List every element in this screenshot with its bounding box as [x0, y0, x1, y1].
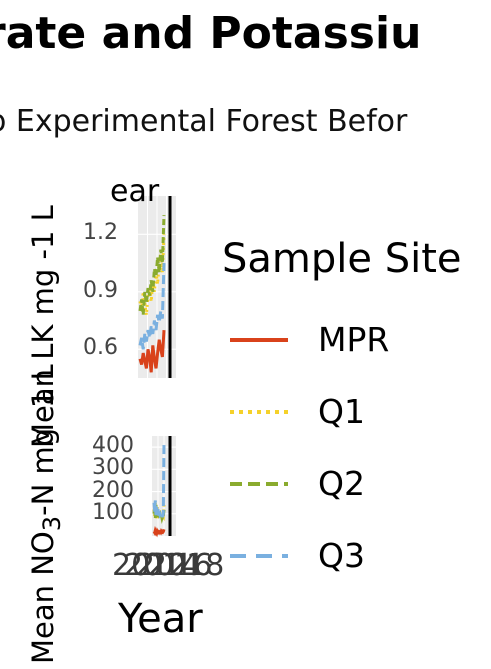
series-line-q3 — [152, 442, 166, 520]
y-tick-label: 200 — [92, 477, 134, 503]
y-axis-title-bottom: Mean NO3-N mg -1 L — [26, 364, 66, 664]
x-axis-title: Year — [118, 596, 203, 642]
series-line-q3 — [138, 263, 166, 350]
y-tick-label: 400 — [92, 433, 134, 459]
legend-label-q2: Q2 — [318, 464, 365, 503]
y-axis-title-bottom-text: Mean NO3-N mg -1 L — [26, 364, 66, 664]
top-panel — [138, 196, 176, 378]
facet-strip-label: ear — [110, 174, 160, 209]
x-tick-label: 2014 — [124, 548, 201, 583]
y-axis-title-bottom-subscript: 3 — [37, 515, 66, 532]
y-tick-label: 300 — [92, 455, 134, 481]
legend-label-q3: Q3 — [318, 536, 365, 575]
series-line-mpr — [138, 330, 166, 373]
series-line-q2 — [138, 215, 166, 315]
x-tick-label: 2018 — [148, 548, 225, 583]
bottom-panel — [152, 436, 176, 538]
chart-subtitle: o Experimental Forest Befor — [0, 104, 408, 139]
chart-title: rate and Potassiu — [0, 8, 422, 59]
legend-label-mpr: MPR — [318, 320, 390, 359]
legend-label-q1: Q1 — [318, 392, 365, 431]
y-tick-label: 0.6 — [83, 335, 118, 361]
x-tick-label: 2012 — [112, 548, 189, 583]
x-tick-label: 2016 — [136, 548, 213, 583]
y-tick-label: 1.2 — [83, 220, 118, 246]
legend-keys — [230, 338, 288, 558]
y-tick-label: 0.9 — [83, 277, 118, 303]
y-axis-title-bottom-part: -N mg -1 L — [26, 364, 60, 516]
legend-title: Sample Site — [222, 236, 462, 282]
series-line-mpr — [152, 525, 166, 538]
y-tick-label: 100 — [92, 499, 134, 525]
y-axis-title-bottom-part: Mean NO — [26, 531, 60, 664]
